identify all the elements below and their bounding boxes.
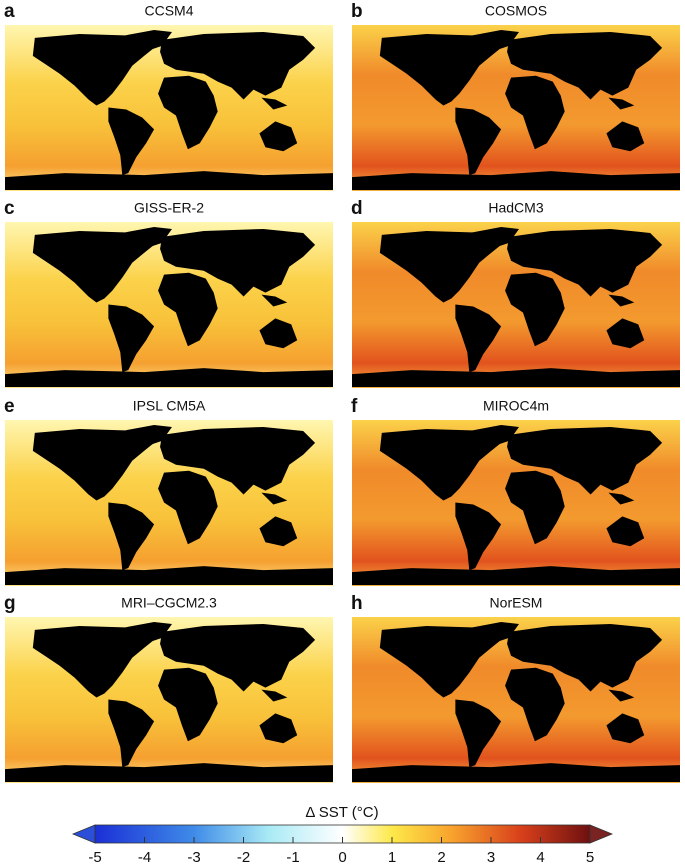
colorbar-arrow-low (71, 824, 96, 844)
panel-title: COSMOS (485, 3, 547, 19)
panel-letter: d (351, 198, 363, 219)
map-panel: f MIROC4m (351, 396, 680, 586)
map-panel: c GISS-ER-2 (4, 198, 333, 388)
panel-title: IPSL CM5A (133, 398, 206, 414)
map-panel: e IPSL CM5A (4, 396, 333, 586)
colorbar-tick-label: 5 (586, 849, 594, 866)
panel-letter: f (351, 396, 358, 417)
map-panel: b COSMOS (351, 1, 680, 191)
map-panel: d HadCM3 (351, 198, 680, 388)
colorbar-tick-label: 1 (388, 849, 396, 866)
colorbar-tick-label: 3 (487, 849, 495, 866)
colorbar: Δ SST (°C) -5 -4 -3 -2 -1 0 1 2 3 4 5 (71, 804, 614, 866)
panel-letter: b (351, 1, 363, 22)
panel-letter: a (4, 1, 15, 22)
colorbar-label: Δ SST (°C) (305, 804, 378, 821)
colorbar-tick-label: -5 (88, 849, 101, 866)
colorbar-tick-label: 0 (338, 849, 346, 866)
colorbar-tick-label: -3 (187, 849, 200, 866)
panel-letter: e (4, 396, 15, 417)
map-panel: g MRI–CGCM2.3 (4, 593, 333, 783)
colorbar-arrow-high (589, 824, 614, 844)
colorbar-tick-label: -4 (138, 849, 151, 866)
panel-title: CCSM4 (144, 3, 193, 19)
panel-letter: g (4, 593, 16, 614)
panel-title: GISS-ER-2 (134, 200, 204, 216)
panel-letter: h (351, 593, 363, 614)
panel-title: NorESM (490, 595, 543, 611)
panel-letter: c (4, 198, 15, 219)
colorbar-tick-label: -2 (237, 849, 250, 866)
panels: a CCSM4 b COSMOS c GISS-ER-2 d HadCM3 e IPSL CM5A… (4, 1, 680, 783)
colorbar-tick-label: 2 (437, 849, 445, 866)
colorbar-tick-label: -1 (286, 849, 299, 866)
panel-title: MRI–CGCM2.3 (121, 595, 217, 611)
panel-title: MIROC4m (483, 398, 549, 414)
panel-title: HadCM3 (488, 200, 543, 216)
colorbar-tick-label: 4 (536, 849, 544, 866)
map-panel: a CCSM4 (4, 1, 333, 191)
map-panel: h NorESM (351, 593, 680, 783)
